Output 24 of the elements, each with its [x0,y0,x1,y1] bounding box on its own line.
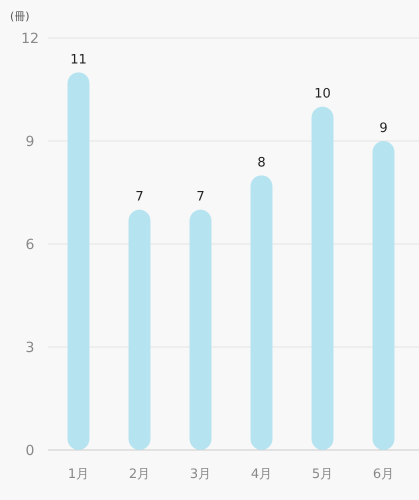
bar [250,175,272,450]
x-tick-label: 4月 [250,467,272,482]
data-label: 7 [135,190,144,205]
x-tick-label: 3月 [190,467,212,482]
x-tick-label: 5月 [312,467,334,482]
bar [312,106,334,450]
y-axis-title: (冊) [10,10,30,23]
data-label: 11 [70,52,87,68]
y-tick-label: 9 [26,134,34,150]
bar [128,210,150,450]
y-tick-label: 12 [21,30,39,47]
data-label: 8 [257,155,266,170]
x-tick-label: 6月 [372,467,394,482]
x-tick-label: 1月 [68,467,90,482]
bar [68,72,90,450]
y-tick-label: 0 [26,442,34,459]
data-label: 9 [379,121,388,136]
x-tick-label: 2月 [128,467,150,482]
y-tick-label: 6 [26,236,35,253]
data-label: 10 [314,86,331,102]
y-tick-label: 3 [26,340,34,356]
bar [372,141,394,450]
bar [190,210,212,450]
data-label: 7 [196,190,205,205]
